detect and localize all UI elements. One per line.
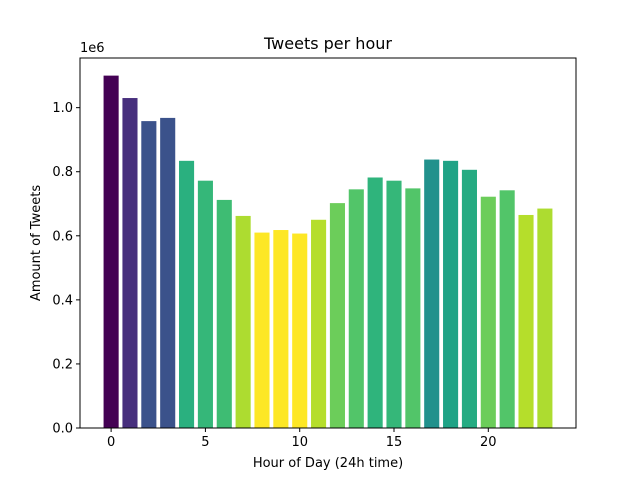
y-axis-label: Amount of Tweets	[29, 185, 44, 301]
y-tick-label: 0.0	[52, 422, 73, 437]
y-tick-label: 1.0	[52, 101, 73, 116]
bar-hour-20	[480, 196, 496, 428]
bar-hour-15	[386, 180, 402, 428]
x-axis-label: Hour of Day (24h time)	[253, 456, 403, 471]
axes-frame	[79, 57, 577, 429]
bars-group	[103, 75, 553, 429]
bar-hour-19	[461, 169, 477, 429]
bar-hour-13	[348, 189, 364, 428]
bar-hour-21	[499, 190, 515, 428]
x-tick-label: 5	[201, 435, 209, 450]
bar-hour-8	[254, 232, 270, 428]
y-tick-label: 0.2	[52, 357, 73, 372]
x-tick-label: 20	[480, 435, 497, 450]
x-tick-label: 10	[291, 435, 308, 450]
y-ticks-group: 0.0 0.2 0.4 0.6 0.8 1.0	[52, 101, 80, 437]
bar-hour-5	[197, 180, 213, 428]
bar-hour-4	[179, 160, 195, 428]
bar-hour-2	[141, 121, 157, 429]
chart-title: Tweets per hour	[263, 34, 392, 53]
bar-hour-18	[443, 160, 459, 428]
bar-hour-12	[329, 203, 345, 428]
y-tick-label: 0.4	[52, 293, 73, 308]
bar-hour-14	[367, 177, 383, 428]
bar-hour-6	[216, 199, 232, 428]
y-tick-label: 0.8	[52, 165, 73, 180]
bar-hour-1	[122, 98, 138, 428]
bar-hour-22	[518, 214, 534, 428]
bar-hour-9	[273, 230, 289, 428]
x-ticks-group: 0 5 10 15 20	[107, 428, 497, 450]
bar-hour-3	[160, 117, 176, 429]
bar-hour-7	[235, 215, 251, 428]
y-offset-label: 1e6	[80, 41, 105, 56]
bar-hour-0	[103, 75, 119, 429]
bar-hour-17	[424, 159, 440, 429]
bar-hour-23	[537, 208, 553, 428]
y-tick-label: 0.6	[52, 229, 73, 244]
x-tick-label: 15	[386, 435, 403, 450]
x-tick-label: 0	[107, 435, 115, 450]
bar-hour-16	[405, 188, 421, 428]
bar-hour-11	[311, 219, 327, 428]
bar-hour-10	[292, 233, 308, 428]
